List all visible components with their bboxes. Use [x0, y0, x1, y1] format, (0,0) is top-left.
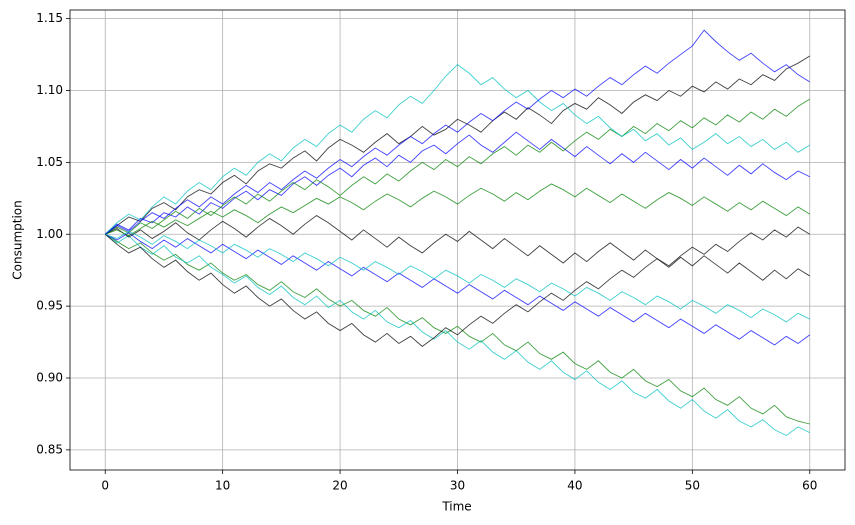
y-tick-label: 1.05 — [36, 155, 63, 169]
x-tick-label: 20 — [332, 479, 347, 493]
x-tick-label: 10 — [215, 479, 230, 493]
series-line — [105, 232, 811, 346]
y-tick-label: 1.00 — [36, 227, 63, 241]
y-tick-label: 0.85 — [36, 442, 63, 456]
y-tick-label: 1.10 — [36, 83, 63, 97]
series-line — [104, 55, 811, 235]
y-tick-label: 1.15 — [36, 11, 63, 25]
series-line — [104, 98, 811, 235]
x-axis-label: Time — [441, 500, 471, 514]
x-tick-label: 40 — [567, 479, 582, 493]
x-tick-label: 0 — [101, 479, 109, 493]
x-tick-label: 50 — [685, 479, 700, 493]
series-line — [105, 183, 811, 237]
y-tick-label: 0.95 — [36, 299, 63, 313]
series-line — [104, 131, 810, 235]
series-line — [104, 64, 811, 235]
lines-layer — [104, 29, 811, 437]
series-line — [105, 215, 811, 281]
y-axis-label: Consumption — [11, 200, 25, 279]
series-line — [104, 233, 810, 437]
series-line — [104, 226, 811, 347]
grid-layer — [70, 10, 845, 470]
x-tick-label: 60 — [802, 479, 817, 493]
ticks-layer: 0 10 20 30 40 50 60 0.85 0.90 0.95 1.00 1.05 1.10 1.1… — [36, 11, 817, 492]
y-tick-label: 0.90 — [36, 371, 63, 385]
x-tick-label: 30 — [450, 479, 465, 493]
series-line — [105, 230, 810, 323]
series-line — [104, 233, 810, 425]
series-line — [104, 29, 811, 235]
